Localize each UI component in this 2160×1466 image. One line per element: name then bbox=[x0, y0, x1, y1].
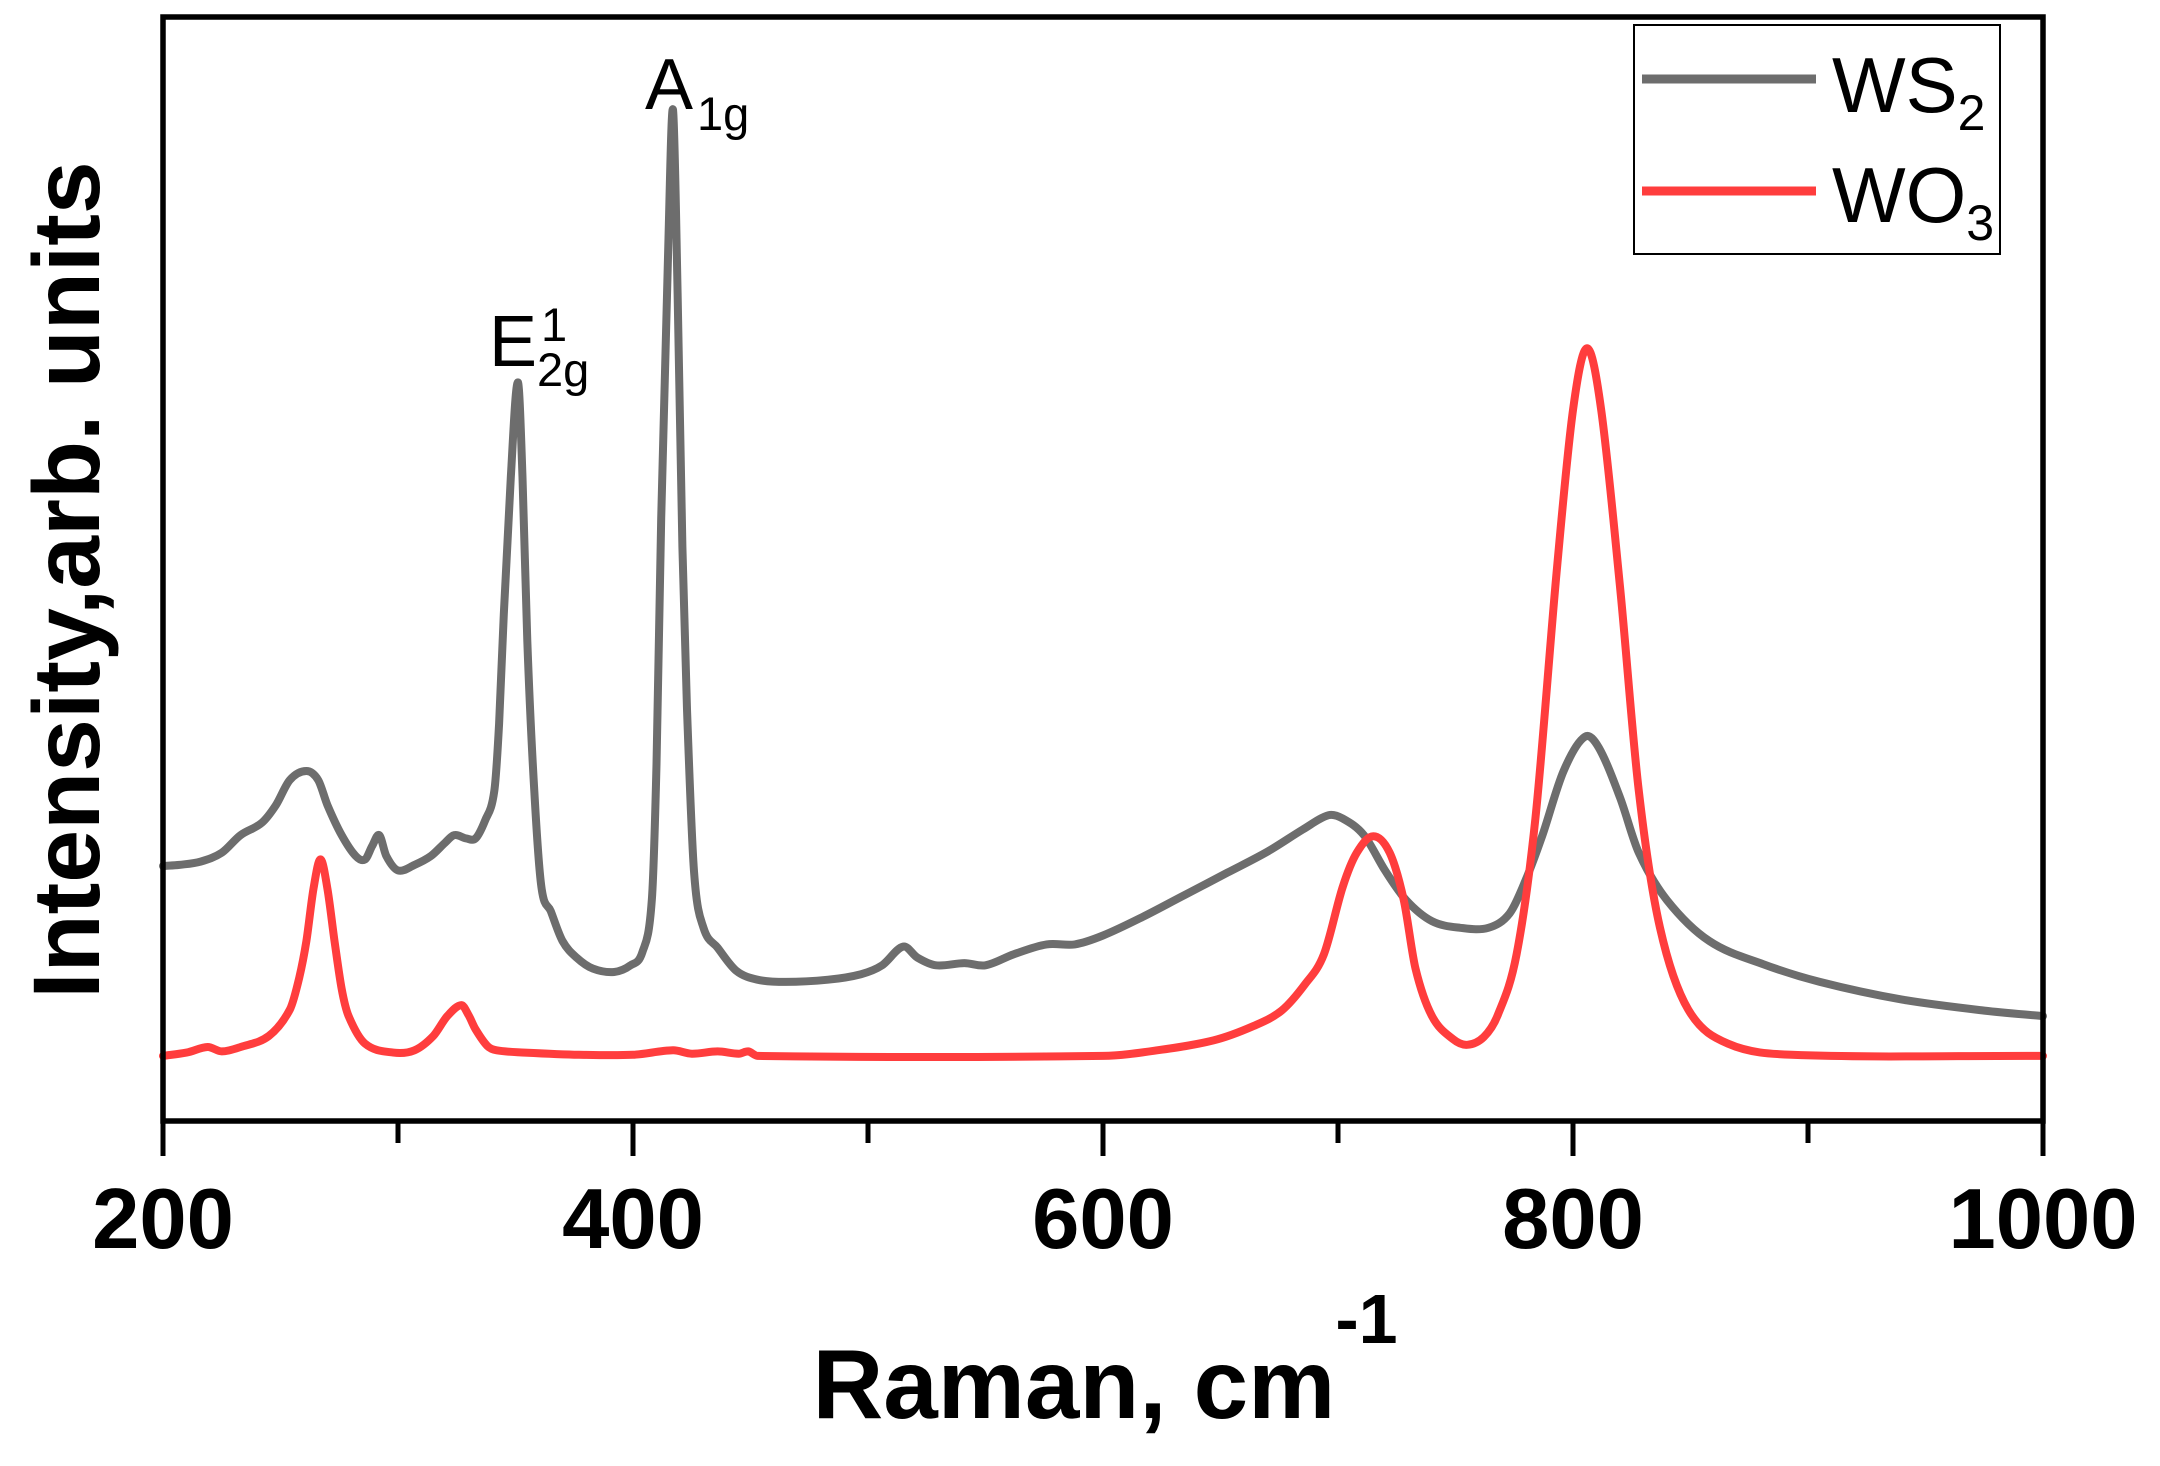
x-tick-label: 800 bbox=[1502, 1172, 1644, 1267]
legend-entry-ws2: WS2 bbox=[1642, 41, 1985, 141]
x-tick-label: 400 bbox=[562, 1172, 704, 1267]
legend-label-ws2: WS2 bbox=[1832, 41, 1985, 141]
x-axis-tick-labels: 200 400 600 800 1000 bbox=[92, 1172, 2137, 1267]
annotation-e2g-superscript: 1 bbox=[541, 298, 567, 351]
peak-annotation-e2g: E 1 2g bbox=[489, 298, 589, 396]
legend-label-wo3-text: WO bbox=[1832, 151, 1966, 239]
legend-label-wo3: WO3 bbox=[1832, 151, 1994, 251]
legend-entry-wo3: WO3 bbox=[1642, 151, 1994, 251]
x-tick-label: 200 bbox=[92, 1172, 234, 1267]
x-axis-label-text: Raman, cm bbox=[812, 1329, 1335, 1439]
legend-label-ws2-subscript: 2 bbox=[1958, 85, 1986, 141]
x-axis-ticks bbox=[160, 1121, 2046, 1156]
x-axis-label-superscript: -1 bbox=[1335, 1280, 1397, 1358]
peak-annotation-a1g: A 1g bbox=[645, 45, 749, 140]
legend-label-ws2-text: WS bbox=[1832, 41, 1958, 129]
y-axis-label: Intensity,arb. units bbox=[14, 161, 120, 999]
series-line-wo3 bbox=[159, 344, 2047, 1062]
legend: WS2 WO3 bbox=[1633, 24, 2001, 255]
annotation-a1g-subscript: 1g bbox=[697, 87, 749, 140]
annotation-a1g-base: A bbox=[645, 45, 693, 125]
legend-label-wo3-subscript: 3 bbox=[1966, 195, 1994, 251]
annotation-e2g-subscript: 2g bbox=[537, 343, 589, 396]
x-tick-label: 1000 bbox=[1948, 1172, 2137, 1267]
series-layer bbox=[159, 105, 2047, 1062]
series-line-ws2 bbox=[159, 105, 2047, 1021]
x-tick-label: 600 bbox=[1032, 1172, 1174, 1267]
annotation-e2g-base: E bbox=[489, 302, 537, 382]
x-axis-label: Raman, cm-1 bbox=[812, 1280, 1397, 1439]
legend-box bbox=[1633, 24, 2001, 255]
